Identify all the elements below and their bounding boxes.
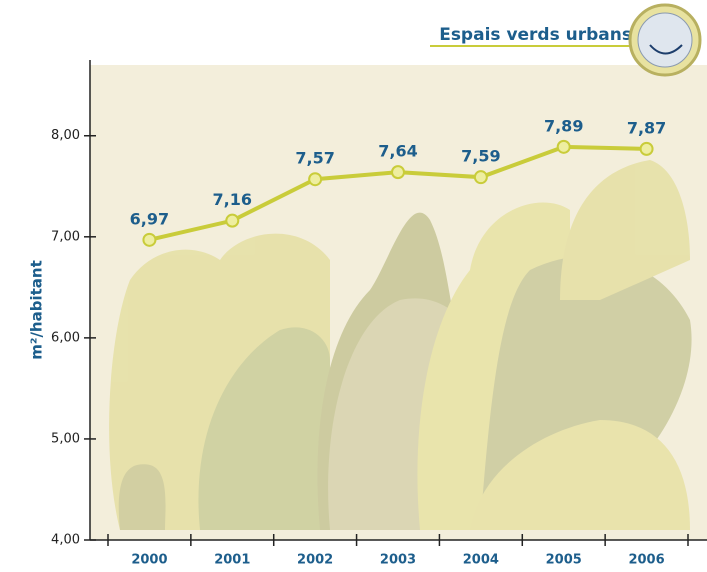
y-axis-label: m²/habitant (28, 260, 46, 360)
data-label: 7,64 (378, 142, 417, 161)
data-label: 6,97 (130, 209, 169, 228)
data-point (639, 141, 654, 156)
data-label: 7,59 (461, 147, 500, 166)
y-tick-label: 5,00 (51, 431, 80, 446)
x-tick-label: 2006 (628, 553, 664, 568)
data-point (142, 232, 157, 247)
y-tick-label: 6,00 (51, 330, 80, 345)
y-tick-label: 8,00 (51, 128, 80, 143)
y-tick-label: 7,00 (51, 229, 80, 244)
data-point (225, 213, 240, 228)
x-tick-label: 2002 (297, 553, 333, 568)
data-point (556, 139, 571, 154)
foliage-decoration (109, 160, 692, 530)
y-tick-label: 4,00 (51, 533, 80, 548)
data-point (391, 165, 405, 180)
x-tick-label: 2004 (463, 553, 499, 568)
chart-title: Espais verds urbans (439, 25, 632, 45)
x-tick-label: 2005 (546, 553, 582, 568)
data-label: 7,16 (213, 190, 252, 209)
data-point (308, 172, 323, 187)
x-tick-label: 2003 (380, 553, 416, 568)
logo (628, 3, 702, 77)
data-label: 7,57 (295, 149, 334, 168)
data-point (473, 170, 488, 185)
x-tick-label: 2001 (214, 553, 250, 568)
data-label: 7,87 (627, 118, 666, 137)
x-tick-label: 2000 (131, 553, 167, 568)
data-label: 7,89 (544, 116, 583, 135)
